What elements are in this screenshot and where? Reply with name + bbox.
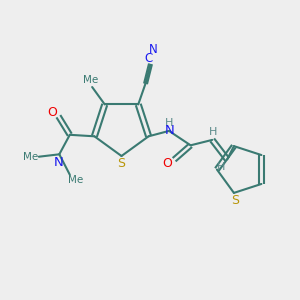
Text: H: H (216, 162, 225, 172)
Text: S: S (231, 194, 239, 207)
Text: H: H (165, 118, 173, 128)
Text: O: O (163, 158, 172, 170)
Text: N: N (164, 124, 174, 137)
Text: N: N (53, 156, 63, 169)
Text: N: N (149, 43, 158, 56)
Text: Me: Me (83, 75, 98, 85)
Text: H: H (209, 127, 218, 136)
Text: Me: Me (23, 152, 39, 162)
Text: C: C (145, 52, 153, 65)
Text: Me: Me (68, 175, 83, 185)
Text: S: S (117, 157, 125, 170)
Text: O: O (47, 106, 57, 119)
